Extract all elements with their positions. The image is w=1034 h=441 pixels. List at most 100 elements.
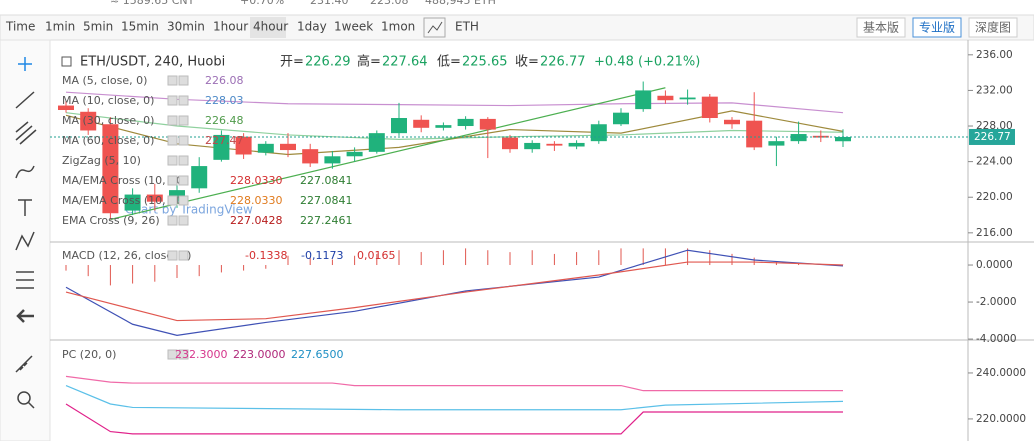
chart-title: ETH/USDT, 240, Huobi (80, 55, 225, 70)
indicator-control[interactable] (178, 155, 189, 166)
back-tool[interactable] (16, 309, 34, 323)
fib-tool[interactable] (15, 121, 37, 145)
interval-button[interactable]: 1min (45, 20, 75, 34)
candle-body (635, 90, 652, 110)
pattern-tool[interactable] (15, 231, 35, 251)
candle-body (657, 95, 674, 101)
zoom-handle[interactable] (27, 401, 35, 409)
candle-body (479, 118, 496, 130)
interval-button[interactable]: 1mon (381, 20, 415, 34)
ohlc-value: 226.29 (305, 55, 351, 70)
chart-type-button[interactable] (423, 17, 446, 38)
text-tool[interactable] (18, 199, 32, 216)
indicator-control[interactable] (178, 250, 189, 261)
interval-button[interactable]: 1week (334, 20, 373, 34)
symbol-label[interactable]: ETH (455, 20, 479, 34)
interval-button[interactable]: 30min (167, 20, 205, 34)
candle-body (124, 194, 141, 211)
candle-body (835, 136, 851, 142)
indicator-value: 227.0841 (300, 194, 353, 207)
indicator-control[interactable] (167, 250, 178, 261)
indicator-value: 0,0165 (357, 249, 396, 262)
version-button[interactable] (912, 17, 962, 38)
ohlc-label: 开= (280, 55, 304, 70)
candle-body (58, 105, 74, 111)
indicator-value: -0.1338 (245, 249, 287, 262)
top-stat: 223.08 (370, 0, 409, 7)
y-tick-label: -2.0000 (976, 296, 1017, 308)
indicator-control[interactable] (167, 115, 178, 126)
last-price-label: 226.77 (974, 131, 1011, 143)
candle-body (80, 111, 97, 131)
candle-body (457, 118, 474, 127)
indicator-control[interactable] (167, 195, 178, 206)
brush-tool[interactable] (15, 165, 35, 179)
ohlc-label: 高= (357, 54, 381, 70)
candle-body (812, 135, 829, 138)
indicator-name: EMA Cross (9, 26) (62, 214, 160, 227)
signal-line (65, 261, 844, 322)
tool-icons[interactable] (15, 57, 37, 409)
ruler-tool[interactable] (15, 355, 33, 373)
indicator-control[interactable] (167, 95, 178, 106)
version-label[interactable]: 深度图 (975, 20, 1011, 35)
price-channel-line (65, 375, 843, 392)
last-price-box (969, 128, 1015, 145)
candle-body (346, 151, 363, 157)
line-tool[interactable] (15, 91, 35, 109)
y-tick-label: 228.00 (976, 120, 1013, 132)
indicator-control[interactable] (167, 155, 178, 166)
interval-button[interactable]: 15min (121, 20, 159, 34)
interval-button[interactable]: 4hour (253, 20, 288, 34)
interval-button[interactable]: 1day (297, 20, 327, 34)
version-button[interactable] (856, 17, 906, 38)
candle-body (391, 118, 407, 134)
indicator-value: -0,1173 (301, 249, 343, 262)
indicator-control[interactable] (178, 135, 189, 146)
prediction-tool[interactable] (16, 271, 34, 289)
indicator-control[interactable] (167, 135, 178, 146)
ohlc-value: 226.77 (540, 55, 586, 70)
price-channel-line (65, 403, 843, 435)
candle-body (568, 142, 585, 147)
indicator-value: 232.3000 (175, 348, 228, 361)
candle-body (257, 143, 274, 153)
ohlc-value: 225.65 (462, 55, 508, 70)
indicator-control[interactable] (167, 175, 178, 186)
zoom-tool[interactable] (17, 391, 31, 405)
version-label[interactable]: 基本版 (863, 21, 899, 35)
y-tick-label: 236.00 (976, 49, 1013, 61)
candle-body (746, 120, 763, 148)
indicator-control[interactable] (178, 115, 189, 126)
indicator-control[interactable] (178, 349, 189, 360)
candle-body (679, 97, 696, 100)
indicator-control[interactable] (167, 349, 178, 360)
version-label[interactable]: 专业版 (919, 20, 955, 35)
indicator-value: 227.0428 (230, 214, 283, 227)
crosshair-tool[interactable] (18, 57, 32, 71)
candle-body (368, 133, 385, 152)
indicator-control[interactable] (178, 75, 189, 86)
indicator-control[interactable] (178, 215, 189, 226)
indicator-value: 228.0330 (230, 174, 283, 187)
indicator-value: 223.0000 (233, 348, 286, 361)
collapse-icon[interactable] (61, 56, 72, 67)
indicator-name: ZigZag (5, 10) (62, 154, 141, 167)
indicator-control[interactable] (167, 75, 178, 86)
candle-body (768, 141, 785, 146)
interval-button[interactable]: Time (5, 20, 35, 34)
interval-button[interactable]: 5min (83, 20, 113, 34)
indicator-control[interactable] (167, 215, 178, 226)
interval-button[interactable]: 1hour (213, 20, 248, 34)
indicator-control[interactable] (178, 195, 189, 206)
version-button[interactable] (968, 17, 1018, 38)
indicator-control[interactable] (178, 175, 189, 186)
candle-body (701, 96, 718, 119)
indicator-value: 227.2461 (300, 214, 353, 227)
top-stat: 488,945 ETH (425, 0, 496, 7)
candle-body (191, 166, 208, 189)
indicator-control[interactable] (178, 95, 189, 106)
candle-body (435, 125, 452, 128)
candle-body (546, 143, 563, 146)
ohlc-label: 低= (437, 55, 461, 70)
